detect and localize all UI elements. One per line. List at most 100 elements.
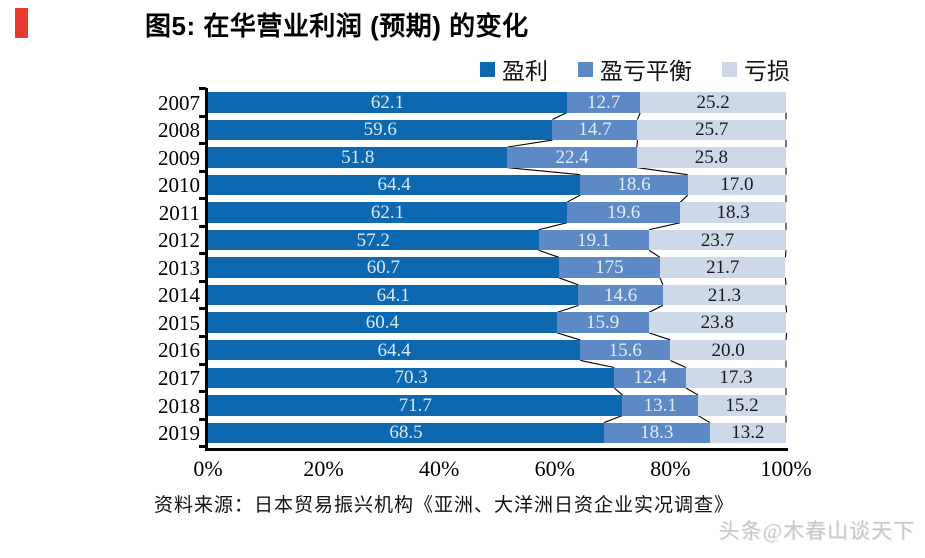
legend-label: 亏损 <box>744 59 790 84</box>
chart-title: 图5: 在华营业利润 (预期) 的变化 <box>145 11 529 41</box>
bar-segment-盈利: 60.7 <box>208 257 559 278</box>
bar-value-label: 13.1 <box>643 394 677 416</box>
bar-segment-盈利: 59.6 <box>208 119 553 141</box>
bar-segment-亏损: 21.7 <box>659 257 786 279</box>
bar-segment-盈亏平衡: 18.3 <box>603 422 710 444</box>
y-axis-tick <box>199 417 206 421</box>
bar-value-label: 71.7 <box>398 394 432 416</box>
bar-value-label: 23.8 <box>700 312 734 334</box>
year-label: 2018 <box>158 393 200 418</box>
bar-segment-亏损: 25.2 <box>640 92 786 113</box>
bar-segment-亏损: 25.8 <box>636 146 786 168</box>
bar-value-label: 62.1 <box>370 91 405 113</box>
bar-segment-盈利: 62.1 <box>208 92 567 113</box>
bar-segment-亏损: 23.8 <box>648 312 786 334</box>
year-label: 2010 <box>158 173 200 198</box>
bar-segment-盈利: 57.2 <box>208 229 539 251</box>
y-axis-tick <box>199 224 206 228</box>
bar-value-label: 18.3 <box>716 201 750 223</box>
bar-row-2013: 60.7 175 21.7 <box>208 257 786 278</box>
bar-segment-盈亏平衡: 14.6 <box>578 284 663 306</box>
x-axis-line <box>205 448 788 451</box>
y-axis-tick <box>199 169 206 173</box>
x-axis-tick-label: 80% <box>650 456 691 481</box>
year-label: 2012 <box>158 228 200 253</box>
bar-value-label: 62.1 <box>370 201 405 223</box>
x-axis-tick-label: 60% <box>534 456 575 481</box>
bar-value-label: 64.1 <box>376 284 410 306</box>
bar-value-label: 12.7 <box>587 91 621 113</box>
x-axis-tick-label: 20% <box>303 456 344 481</box>
year-label: 2019 <box>158 421 200 446</box>
bar-segment-盈利: 62.1 <box>208 202 567 223</box>
bar-segment-盈利: 60.4 <box>208 312 557 333</box>
legend-swatch <box>722 61 737 77</box>
bar-segment-亏损: 23.7 <box>649 229 786 251</box>
bar-row-2015: 60.4 15.9 23.8 <box>208 312 786 333</box>
bar-value-label: 15.9 <box>586 312 620 334</box>
bar-value-label: 21.7 <box>706 257 740 279</box>
bar-value-label: 64.4 <box>377 339 411 361</box>
year-label: 2013 <box>158 255 200 280</box>
year-label: 2011 <box>158 200 200 225</box>
bar-value-label: 17.0 <box>720 174 754 196</box>
bar-value-label: 21.3 <box>707 284 742 306</box>
bar-value-label: 20.0 <box>711 339 745 361</box>
source-note: 资料来源：日本贸易振兴机构《亚洲、大洋洲日资企业实况调查》 <box>154 495 735 516</box>
legend-item-1: 盈利 <box>480 52 548 86</box>
bar-row-2008: 59.6 14.7 25.7 <box>208 119 786 141</box>
bar-value-label: 13.2 <box>731 422 765 444</box>
bar-segment-盈利: 70.3 <box>208 367 615 389</box>
legend-label: 盈利 <box>502 59 548 84</box>
bar-segment-盈利: 68.5 <box>208 422 604 444</box>
bar-value-label: 17.3 <box>719 367 753 389</box>
bar-value-label: 19.6 <box>606 201 641 223</box>
bar-value-label: 51.8 <box>341 146 375 168</box>
bar-value-label: 25.8 <box>694 146 729 168</box>
bar-value-label: 19.1 <box>577 229 611 251</box>
bar-segment-盈亏平衡: 12.7 <box>566 91 641 113</box>
bar-row-2018: 71.7 13.1 15.2 <box>208 395 786 416</box>
bar-segment-盈利: 64.4 <box>208 339 581 361</box>
bar-segment-盈亏平衡: 18.6 <box>580 174 688 196</box>
bar-value-label: 59.6 <box>363 119 397 141</box>
bar-value-label: 12.4 <box>633 367 667 389</box>
bar-row-2010: 64.4 18.6 17.0 <box>208 174 786 196</box>
bar-value-label: 14.6 <box>604 284 638 306</box>
bar-value-label: 22.4 <box>555 146 589 168</box>
x-axis-labels: 0% 20% 40% 60% 80% 100% <box>0 456 925 486</box>
bar-segment-盈利: 71.7 <box>208 394 623 416</box>
bar-value-label: 25.2 <box>696 91 730 113</box>
year-label: 2007 <box>158 90 200 115</box>
title-accent-bar <box>15 8 28 38</box>
bar-segment-盈利: 64.4 <box>208 174 581 196</box>
y-axis-tick <box>199 334 206 338</box>
bar-value-label: 14.7 <box>578 119 612 141</box>
bar-value-label: 18.6 <box>617 174 651 196</box>
y-axis-line <box>205 88 208 450</box>
bar-row-2009: 51.8 22.4 25.8 <box>208 147 786 168</box>
bar-segment-亏损: 15.2 <box>698 395 786 416</box>
bar-value-label: 68.5 <box>389 422 423 444</box>
x-axis-tick-label: 100% <box>760 456 812 481</box>
bar-segment-盈利: 51.8 <box>208 146 508 168</box>
bar-segment-盈亏平衡: 14.7 <box>552 119 638 141</box>
y-axis-tick <box>199 142 206 146</box>
y-axis-tick <box>199 445 206 449</box>
bar-value-label: 15.6 <box>608 339 642 361</box>
bar-row-2014: 64.1 14.6 21.3 <box>208 284 786 306</box>
bar-segment-盈亏平衡: 13.1 <box>622 394 699 416</box>
bar-segment-亏损: 21.3 <box>662 284 786 306</box>
bar-value-label: 70.3 <box>394 367 428 389</box>
bar-row-2007: 62.1 12.7 25.2 <box>208 92 786 113</box>
y-axis-tick <box>199 307 206 311</box>
bar-row-2011: 62.1 19.6 18.3 <box>208 202 786 223</box>
y-axis-tick <box>199 390 206 394</box>
legend-swatch <box>578 61 593 77</box>
bar-row-2019: 68.5 18.3 13.2 <box>208 422 786 444</box>
y-axis-tick <box>199 114 206 118</box>
year-label: 2014 <box>158 283 200 308</box>
bar-segment-盈亏平衡: 19.1 <box>538 229 649 251</box>
